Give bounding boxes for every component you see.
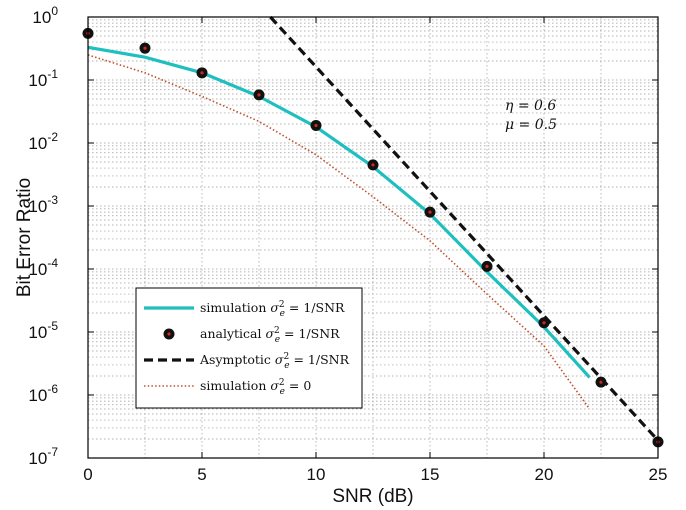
data-point-center <box>200 71 204 75</box>
x-axis-label: SNR (dB) <box>332 486 413 507</box>
x-tick-label: 15 <box>421 465 440 484</box>
legend-entry-label: simulation σ2 e = 1/SNR <box>200 300 345 319</box>
y-tick-label: 100 <box>32 4 58 27</box>
x-tick-label: 10 <box>307 465 326 484</box>
legend-marker-center <box>167 332 171 336</box>
data-point-center <box>257 93 261 97</box>
x-tick-label: 25 <box>649 465 668 484</box>
data-point-center <box>371 163 375 167</box>
y-tick-label: 10-6 <box>28 382 58 405</box>
series-layer <box>82 15 664 448</box>
annotations: η = 0.6 μ = 0.5 <box>505 98 557 133</box>
data-point-center <box>143 46 147 50</box>
series-line-4 <box>87 54 591 410</box>
data-point-center <box>428 210 432 214</box>
annotation-text: μ = 0.5 <box>505 117 557 133</box>
x-tick-label: 20 <box>535 465 554 484</box>
data-point-center <box>485 264 489 268</box>
legend-entry-label: Asymptotic σ2 e = 1/SNR <box>199 352 350 371</box>
y-tick-label: 10-1 <box>28 67 58 90</box>
x-tick-label: 5 <box>197 465 206 484</box>
y-tick-label: 10-5 <box>28 319 58 342</box>
data-point-center <box>314 123 318 128</box>
x-tick-label: 0 <box>83 465 92 484</box>
y-tick-label: 10-7 <box>28 445 58 468</box>
legend: simulation σ2 e = 1/SNR analytical σ2 e = 1… <box>135 287 363 409</box>
ticks: 0 5 10 15 20 2510010-110-210-310-410-510-610-… <box>28 4 667 484</box>
data-point-center <box>542 321 546 325</box>
series-line-1 <box>87 45 591 379</box>
series-line-3 <box>269 15 660 442</box>
legend-entry-label: analytical σ2 e = 1/SNR <box>200 326 340 345</box>
y-axis-label: Bit Error Ratio <box>14 178 35 297</box>
annotation-text: η = 0.6 <box>505 98 556 114</box>
plot-frame <box>87 16 659 459</box>
y-tick-label: 10-2 <box>28 130 58 153</box>
grid <box>88 17 658 458</box>
legend-entry-label: simulation σ2 e = 0 <box>200 378 311 397</box>
